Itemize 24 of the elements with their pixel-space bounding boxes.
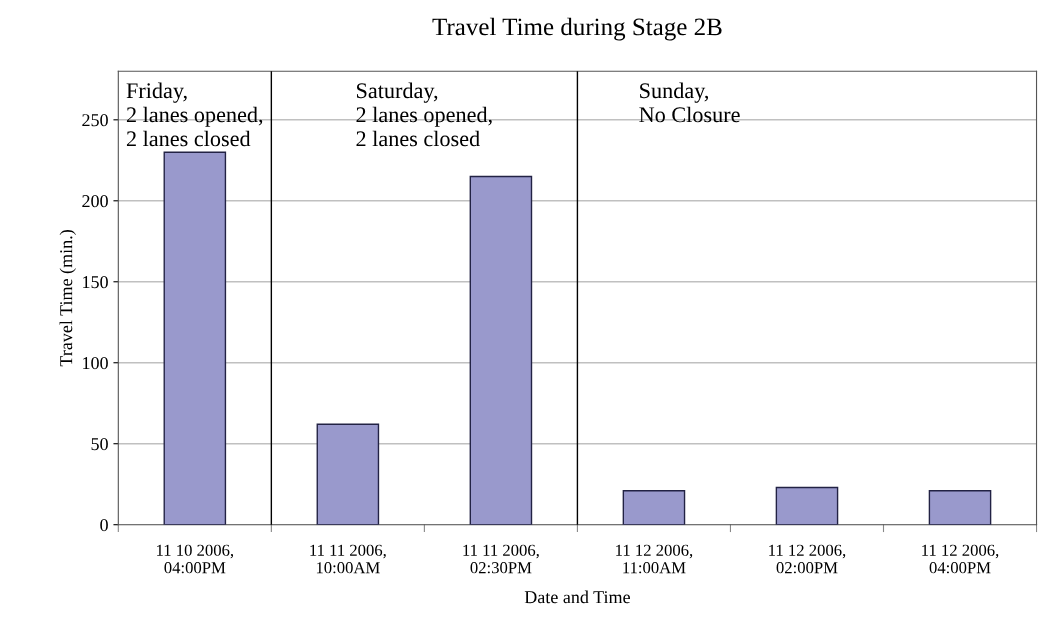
y-tick-label: 200: [82, 195, 108, 208]
y-tick-label: 0: [100, 518, 108, 532]
bar: [775, 486, 839, 525]
bar: [469, 175, 533, 525]
x-axis-title: Date and Time: [524, 590, 630, 604]
annotation: Sunday, No Closure: [639, 82, 740, 123]
x-tick-label: 11 11 2006, 02:30PM: [463, 544, 539, 574]
y-axis-title: Travel Time (min.): [59, 230, 76, 367]
bar: [928, 489, 992, 525]
y-tick-label: 50: [91, 437, 108, 451]
y-tick-label: 100: [83, 357, 108, 370]
bar: [622, 489, 686, 525]
x-tick-label: 11 12 2006, 04:00PM: [922, 544, 999, 574]
x-tick-label: 11 10 2006, 04:00PM: [157, 544, 234, 574]
bar: [163, 151, 227, 525]
annotation: Saturday, 2 lanes opened, 2 lanes closed: [356, 82, 492, 147]
bar: [316, 423, 380, 525]
x-tick-label: 11 11 2006, 10:00AM: [310, 544, 386, 574]
y-tick-label: 150: [83, 276, 108, 289]
y-tick-label: 250: [82, 114, 108, 127]
chart-title: Travel Time during Stage 2B: [432, 17, 722, 41]
annotation: Friday, 2 lanes opened, 2 lanes closed: [126, 82, 263, 147]
x-tick-label: 11 12 2006, 11:00AM: [616, 544, 693, 574]
x-tick-label: 11 12 2006, 02:00PM: [769, 544, 846, 574]
